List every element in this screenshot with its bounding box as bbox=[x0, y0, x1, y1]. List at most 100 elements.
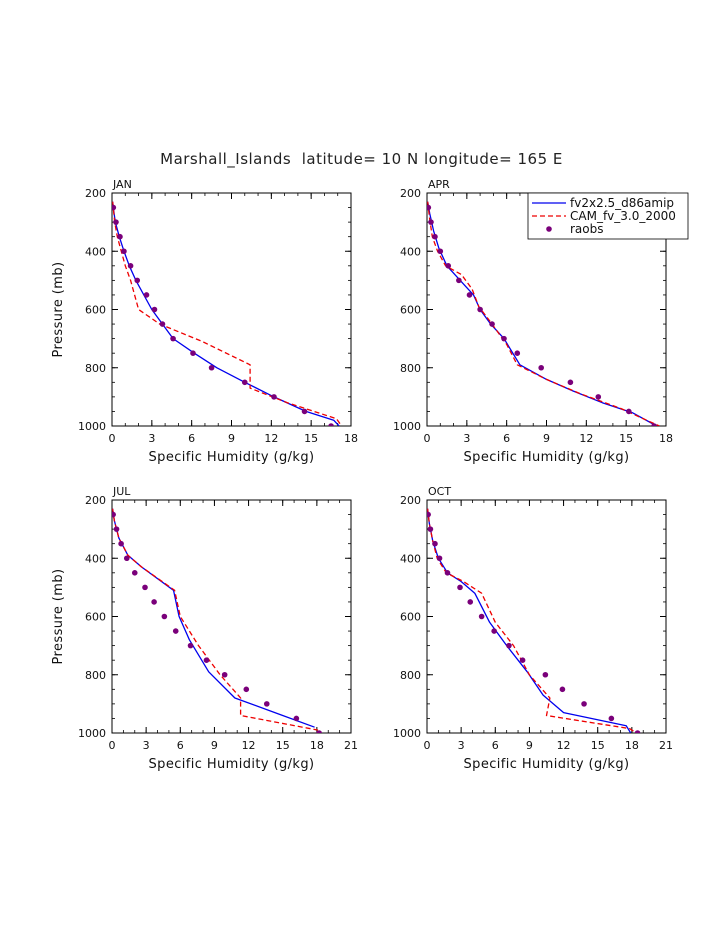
panel-jan-obs-point bbox=[143, 292, 150, 298]
legend-label-model2: CAM_fv_3.0_2000 bbox=[570, 209, 676, 223]
panel-oct-obs-point bbox=[542, 671, 549, 678]
panel-jul-obs-point bbox=[161, 613, 168, 620]
panel-apr-ytick-label: 800 bbox=[400, 362, 421, 375]
legend-box bbox=[527, 192, 689, 240]
panel-jan-obs-point bbox=[113, 219, 119, 225]
panel-apr-obs-point bbox=[456, 277, 462, 284]
panel-jul-frame bbox=[111, 499, 352, 734]
panel-apr-obs-point bbox=[595, 394, 602, 400]
panel-jul-model1-line bbox=[112, 508, 315, 728]
panel-apr-obs-point bbox=[445, 263, 452, 269]
panel-oct-xtick-label: 12 bbox=[557, 739, 571, 752]
panel-apr-plot-area bbox=[427, 201, 660, 426]
panel-jul-obs-point bbox=[263, 701, 270, 707]
panel-jul-ytick-label: 600 bbox=[85, 611, 106, 624]
panel-jan-frame bbox=[111, 192, 352, 427]
panel-jul-ylabel: Pressure (mb) bbox=[51, 569, 66, 665]
panel-jan-obs-point bbox=[301, 408, 308, 415]
panel-jan-obs-point bbox=[134, 277, 141, 284]
panel-jul-plot-area bbox=[112, 508, 322, 733]
panel-jul-xtick-label: 12 bbox=[242, 739, 256, 752]
panel-apr-xtick-label: 9 bbox=[543, 432, 550, 445]
panel-apr-xtick-label: 0 bbox=[424, 432, 431, 445]
panel-oct-obs-point bbox=[467, 599, 474, 605]
panel-apr-ytick-label: 400 bbox=[400, 245, 421, 258]
legend-label-obs: raobs bbox=[570, 222, 604, 236]
panel-jul-xtick-label: 15 bbox=[276, 739, 290, 752]
panel-apr-xtick-label: 18 bbox=[659, 432, 673, 445]
panel-jan-obs-point bbox=[127, 263, 134, 269]
panel-apr-model2-line bbox=[427, 201, 660, 426]
panel-apr: APR 0 3 6 9 12 15 18 200 400 600 800 1000 Specific Hu… bbox=[393, 178, 673, 465]
panel-apr-ytick-label: 600 bbox=[400, 304, 421, 317]
panel-apr-obs-point bbox=[538, 364, 544, 371]
panel-jan-plot-area bbox=[112, 201, 343, 426]
panel-jul-obs-point bbox=[293, 715, 300, 722]
panel-jul-ytick-label: 200 bbox=[85, 494, 106, 507]
legend-label-model1: fv2x2.5_d86amip bbox=[570, 196, 674, 210]
panel-oct-xtick-label: 6 bbox=[492, 739, 499, 752]
panel-oct-obs-point bbox=[427, 511, 431, 518]
panel-apr-xlabel: Specific Humidity (g/kg) bbox=[464, 450, 630, 465]
panel-jul: JUL 0 3 6 9 12 15 18 21 200 400 600 800 1000 Specific … bbox=[51, 485, 358, 772]
panel-oct-label: OCT bbox=[428, 485, 451, 498]
panel-apr-obs-point bbox=[501, 335, 507, 342]
panel-apr-obs-point bbox=[477, 306, 483, 313]
panel-jul-obs-point bbox=[123, 555, 130, 562]
legend: fv2x2.5_d86amip CAM_fv_3.0_2000 raobs bbox=[527, 192, 689, 240]
panel-oct-obs-point bbox=[519, 657, 526, 663]
panel-apr-obs-point bbox=[567, 379, 574, 386]
panel-jul-obs-point bbox=[112, 511, 116, 518]
panel-jul-xtick-label: 18 bbox=[310, 739, 324, 752]
panel-jul-obs-point bbox=[172, 628, 179, 634]
panel-jul-obs-point bbox=[187, 642, 194, 649]
panel-oct-ytick-label: 1000 bbox=[393, 727, 421, 740]
panel-oct-xtick-label: 15 bbox=[591, 739, 605, 752]
panel-oct-xtick-label: 0 bbox=[424, 739, 431, 752]
panel-jan-obs-point bbox=[328, 423, 334, 426]
panel-jan-obs-point bbox=[151, 306, 158, 313]
panel-apr-obs-point bbox=[489, 321, 495, 327]
panel-jan-xtick-label: 18 bbox=[344, 432, 358, 445]
panel-oct: OCT 0 3 6 9 12 15 18 21 200 400 600 800 1000 Specific … bbox=[393, 485, 673, 772]
panel-apr-xtick-label: 6 bbox=[503, 432, 510, 445]
panel-oct-model1-line bbox=[427, 508, 632, 733]
panel-jul-obs-point bbox=[221, 671, 228, 678]
panel-apr-xtick-label: 15 bbox=[619, 432, 633, 445]
panel-jan-ytick-label: 600 bbox=[85, 304, 106, 317]
panel-jan-ytick-label: 800 bbox=[85, 362, 106, 375]
panel-jan-xtick-label: 9 bbox=[228, 432, 235, 445]
panel-apr-obs-point bbox=[428, 219, 434, 225]
panel-jul-xlabel: Specific Humidity (g/kg) bbox=[149, 757, 315, 772]
panel-apr-obs-point bbox=[466, 292, 473, 298]
panel-oct-xtick-label: 18 bbox=[625, 739, 639, 752]
panel-jan-xtick-label: 15 bbox=[304, 432, 318, 445]
panel-oct-obs-point bbox=[581, 701, 587, 707]
panel-oct-obs-point bbox=[436, 555, 443, 562]
panel-jul-obs-point bbox=[151, 599, 157, 605]
panel-jan-model1-line bbox=[112, 201, 340, 426]
panel-jan-ytick-label: 1000 bbox=[78, 420, 106, 433]
panel-jan-obs-point bbox=[159, 321, 166, 327]
panel-jan-xtick-label: 0 bbox=[109, 432, 116, 445]
panel-apr-ytick-label: 1000 bbox=[393, 420, 421, 433]
panel-apr-obs-point bbox=[427, 204, 432, 211]
panel-jan-obs-point bbox=[112, 204, 117, 211]
panel-jul-ytick-label: 400 bbox=[85, 552, 106, 565]
panel-oct-obs-point bbox=[427, 526, 434, 532]
panel-apr-obs-point bbox=[626, 408, 632, 415]
panel-apr-obs-point bbox=[437, 248, 444, 255]
legend-marker-obs bbox=[546, 226, 552, 232]
panel-apr-xtick-label: 3 bbox=[463, 432, 470, 445]
panel-jan-ytick-label: 400 bbox=[85, 245, 106, 258]
panel-apr-obs-point bbox=[514, 350, 521, 356]
panel-oct-ytick-label: 200 bbox=[400, 494, 421, 507]
panel-oct-xtick-label: 3 bbox=[458, 739, 465, 752]
panel-oct-obs-point bbox=[491, 628, 497, 634]
panel-oct-model2-line bbox=[427, 508, 637, 733]
panel-oct-ytick-label: 600 bbox=[400, 611, 421, 624]
panel-oct-obs-point bbox=[457, 584, 463, 591]
panel-oct-obs-point bbox=[634, 730, 641, 733]
panel-jan-obs-point bbox=[271, 394, 277, 400]
